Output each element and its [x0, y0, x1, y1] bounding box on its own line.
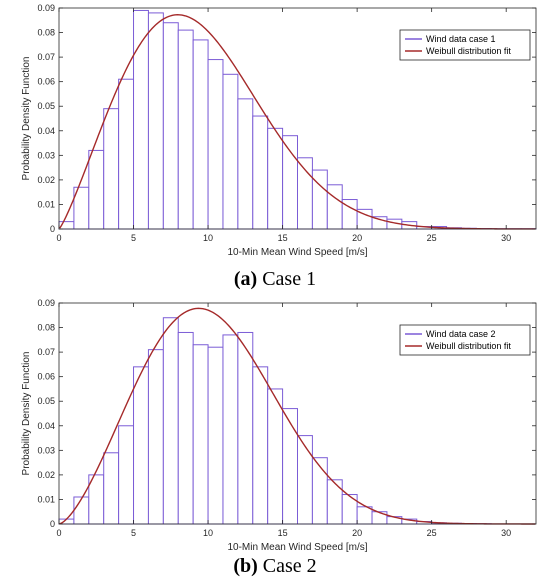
histogram-bar [192, 344, 209, 525]
legend-box [399, 324, 531, 356]
x-tick-label: 20 [352, 233, 362, 243]
legend-entry: Wind data case 1 [426, 34, 496, 44]
weibull-fit-line [59, 14, 536, 230]
histogram-bar [326, 479, 343, 525]
y-tick-label: 0.04 [37, 421, 55, 431]
y-tick-label: 0.05 [37, 101, 55, 111]
histogram-bar [371, 511, 388, 525]
x-tick-label: 25 [427, 528, 437, 538]
histogram-bar [207, 59, 224, 230]
histogram-bar [267, 388, 284, 525]
x-tick-label: 0 [56, 528, 61, 538]
y-axis-label: Probability Density Function [21, 57, 32, 181]
histogram-bar [162, 317, 179, 525]
histogram-bar [192, 39, 209, 230]
axes-box [58, 7, 537, 230]
histogram-bar [326, 184, 343, 230]
histogram-bar [162, 22, 179, 230]
caption-text: Case 1 [262, 268, 317, 290]
y-tick-label: 0.07 [37, 347, 55, 357]
histogram-bar [147, 349, 164, 525]
legend-entry: Weibull distribution fit [426, 46, 511, 56]
axes-box [58, 302, 537, 525]
histogram-bar [133, 366, 149, 525]
histogram-bar [237, 98, 254, 230]
histogram-bar [252, 366, 269, 525]
weibull-fit-line [59, 307, 536, 525]
legend: Wind data case 1 Weibull distribution fit [399, 29, 531, 61]
y-tick-label: 0.09 [37, 298, 55, 308]
y-tick-label: 0 [50, 224, 55, 234]
histogram-bar [252, 115, 269, 230]
histogram-bar [177, 29, 194, 230]
histogram-bar [356, 506, 373, 525]
caption-case-2: (b) Case 2 [0, 555, 550, 578]
histogram-bar [341, 494, 358, 525]
y-tick-label: 0.09 [37, 3, 55, 13]
histogram-bar [311, 169, 328, 230]
y-axis-label: Probability Density Function [21, 352, 32, 476]
y-tick-label: 0.05 [37, 396, 55, 406]
histogram-bar [282, 135, 298, 230]
chart-case-2: 0 5 10 15 20 25 30 0 0.01 0.02 0.03 0.04 0.05 0.06 0.0… [21, 298, 537, 553]
histogram-bar [88, 149, 105, 230]
histogram-bar [103, 452, 120, 525]
histogram-bar [222, 334, 239, 525]
x-tick-label: 15 [278, 233, 288, 243]
histogram-bar [147, 12, 164, 230]
histogram-bar [207, 346, 224, 525]
x-tick-label: 25 [427, 233, 437, 243]
x-tick-label: 5 [131, 233, 136, 243]
histogram-bar [311, 457, 328, 525]
histogram-bar [73, 496, 90, 525]
y-tick-label: 0.03 [37, 445, 55, 455]
histogram-bar [297, 435, 313, 525]
y-tick-label: 0.04 [37, 126, 55, 136]
y-tick-label: 0.06 [37, 77, 55, 87]
legend-entry: Wind data case 2 [426, 329, 496, 339]
histogram-bar [267, 127, 284, 230]
y-tick-label: 0.02 [37, 470, 55, 480]
caption-text: Case 2 [262, 555, 317, 577]
legend-entry: Weibull distribution fit [426, 341, 511, 351]
x-tick-label: 5 [131, 528, 136, 538]
histogram-bar [177, 331, 194, 525]
x-tick-label: 15 [278, 528, 288, 538]
caption-case-1: (a) Case 1 [0, 268, 550, 291]
histogram-bar [282, 408, 298, 525]
x-tick-label: 20 [352, 528, 362, 538]
x-tick-label: 10 [203, 233, 213, 243]
caption-letter: (a) [233, 268, 258, 290]
y-tick-label: 0.08 [37, 28, 55, 38]
histogram-bar [297, 157, 313, 230]
histogram-bar [118, 78, 135, 230]
y-tick-label: 0.02 [37, 175, 55, 185]
legend-box [399, 29, 531, 61]
histogram-bar [371, 216, 388, 230]
y-tick-label: 0.03 [37, 150, 55, 160]
x-tick-label: 30 [501, 233, 511, 243]
x-axis-label: 10-Min Mean Wind Speed [m/s] [227, 542, 367, 553]
y-tick-label: 0.01 [37, 199, 55, 209]
chart-case-1: 0 5 10 15 20 25 30 0 0.01 0.02 0.03 0.04 0.05 0.06 0.0… [21, 3, 537, 258]
y-tick-label: 0.07 [37, 52, 55, 62]
y-tick-label: 0.08 [37, 323, 55, 333]
legend: Wind data case 2 Weibull distribution fit [399, 324, 531, 356]
histogram-bar [103, 108, 120, 230]
x-tick-label: 10 [203, 528, 213, 538]
histogram-bar [222, 73, 239, 230]
histogram-bar [118, 425, 135, 525]
y-tick-label: 0 [50, 519, 55, 529]
histogram-bar [237, 331, 254, 525]
caption-letter: (b) [233, 555, 258, 577]
x-tick-label: 30 [501, 528, 511, 538]
y-tick-label: 0.06 [37, 372, 55, 382]
y-tick-label: 0.01 [37, 494, 55, 504]
x-tick-label: 0 [56, 233, 61, 243]
x-axis-label: 10-Min Mean Wind Speed [m/s] [227, 247, 367, 258]
